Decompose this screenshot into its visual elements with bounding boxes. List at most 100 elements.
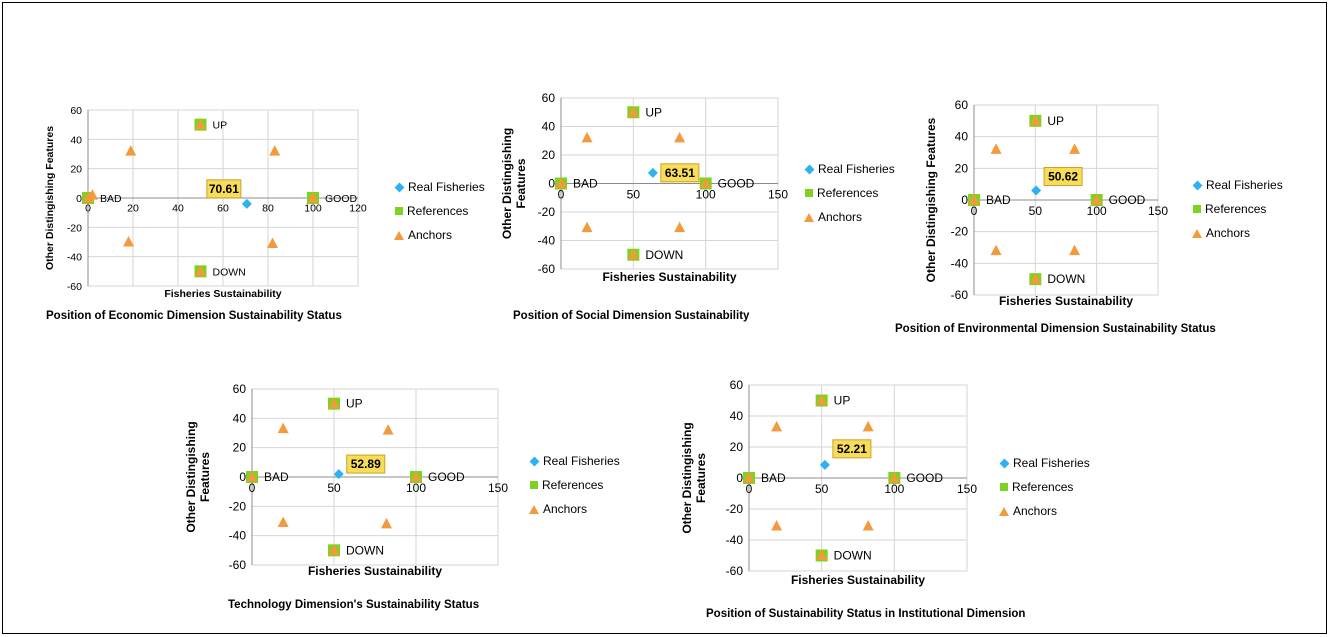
anchor-point xyxy=(87,189,98,200)
legend-label: Real Fisheries xyxy=(1013,456,1090,470)
reference-label: UP xyxy=(213,120,228,132)
y-tick-label: -60 xyxy=(229,558,247,572)
anchor-point xyxy=(816,549,828,560)
y-tick-label: 20 xyxy=(730,440,744,454)
x-tick-label: 80 xyxy=(262,203,274,215)
chart-caption: Position of Environmental Dimension Sust… xyxy=(895,323,1216,335)
legend-item-anchors: Anchors xyxy=(393,223,485,247)
legend-label: References xyxy=(1205,202,1267,216)
legend-item-real-fisheries: Real Fisheries xyxy=(803,157,895,181)
y-tick-label: -20 xyxy=(951,225,969,239)
y-tick-label: -60 xyxy=(726,564,744,578)
anchor-point xyxy=(674,131,686,143)
square-icon xyxy=(395,207,403,215)
y-tick-label: 20 xyxy=(233,441,247,455)
reference-label: BAD xyxy=(573,177,598,191)
chart-panel-technology: 60 40 20 0 -20 -40 -60 0 50 100 150 Fisheries Susta… xyxy=(173,363,643,635)
anchor-point xyxy=(674,221,686,233)
reference-label: GOOD xyxy=(325,193,358,205)
chart-legend: Real Fisheries References Anchors xyxy=(803,157,895,229)
x-tick-label: 0 xyxy=(249,481,256,495)
diamond-icon xyxy=(804,164,815,174)
x-tick-label: 50 xyxy=(815,482,829,496)
anchor-point xyxy=(277,422,289,434)
y-tick-label: 60 xyxy=(955,98,969,112)
reference-label: DOWN xyxy=(645,248,683,262)
triangle-icon xyxy=(999,506,1009,516)
y-tick-label: -40 xyxy=(951,256,969,270)
value-label-box xyxy=(346,454,386,474)
legend-label: Anchors xyxy=(543,502,588,516)
triangle-icon xyxy=(1192,228,1202,238)
anchor-point xyxy=(1069,244,1081,256)
anchor-point xyxy=(267,237,278,248)
reference-label: DOWN xyxy=(346,543,384,557)
chart-caption: Position of Sustainability Status in Ins… xyxy=(706,608,1026,620)
anchor-point xyxy=(328,397,340,409)
x-tick-label: 100 xyxy=(406,481,426,495)
legend-item-references: References xyxy=(528,473,620,497)
real-fisheries-point xyxy=(819,459,830,470)
legend-label: Anchors xyxy=(408,228,453,242)
legend-label: Anchors xyxy=(1206,226,1251,240)
chart-panel-environmental: 60 40 20 0 -20 -40 -60 0 50 100 150 Fisheries Susta… xyxy=(893,3,1328,348)
anchor-point xyxy=(888,472,900,483)
legend-item-real-fisheries: Real Fisheries xyxy=(998,451,1090,475)
anchor-point xyxy=(1091,194,1103,205)
anchor-point xyxy=(990,244,1002,256)
x-axis-title: Fisheries Sustainability xyxy=(999,294,1133,308)
y-tick-label: -20 xyxy=(726,502,744,516)
x-tick-label: 20 xyxy=(127,203,139,215)
diamond-icon xyxy=(529,456,540,466)
x-tick-label: 100 xyxy=(696,188,716,202)
y-tick-label: -20 xyxy=(229,499,247,513)
value-label: 52.89 xyxy=(351,457,381,471)
anchor-point xyxy=(771,520,783,531)
anchor-point xyxy=(1029,273,1041,284)
y-tick-label: -20 xyxy=(67,222,82,234)
reference-label: BAD xyxy=(264,470,289,484)
chart-legend: Real Fisheries References Anchors xyxy=(1191,173,1283,245)
diamond-icon xyxy=(394,182,405,192)
x-tick-label: 0 xyxy=(746,482,753,496)
y-tick-label: 0 xyxy=(736,471,743,485)
y-tick-label: 40 xyxy=(730,409,744,423)
y-axis-title-line: Other Distingishing xyxy=(680,422,694,533)
anchor-point xyxy=(1029,114,1041,126)
anchor-point xyxy=(862,520,874,531)
value-label: 70.61 xyxy=(209,182,239,196)
y-tick-label: -40 xyxy=(229,529,247,543)
x-axis-title: Fisheries Sustainability xyxy=(602,270,736,284)
legend-label: Real Fisheries xyxy=(1206,178,1283,192)
x-tick-label: 50 xyxy=(1029,204,1043,218)
y-axis-title-line: Features xyxy=(198,452,212,502)
y-tick-label: -40 xyxy=(726,533,744,547)
legend-item-real-fisheries: Real Fisheries xyxy=(1191,173,1283,197)
anchor-point xyxy=(277,516,289,527)
y-tick-label: 60 xyxy=(233,382,247,396)
x-axis-title: Fisheries Sustainability xyxy=(791,573,925,587)
y-axis-title-line: Features xyxy=(694,453,708,503)
legend-label: Real Fisheries xyxy=(543,454,620,468)
x-tick-label: 0 xyxy=(971,204,978,218)
chart-panel-social: 60 40 20 0 -20 -40 -60 0 50 100 150 Fisheries Susta… xyxy=(473,3,895,333)
square-icon xyxy=(1193,205,1201,213)
legend-label: Real Fisheries xyxy=(408,180,485,194)
real-fisheries-point xyxy=(647,167,658,178)
anchor-point xyxy=(307,192,319,203)
legend-label: Anchors xyxy=(1013,504,1058,518)
y-tick-label: -60 xyxy=(67,281,82,293)
reference-label: BAD xyxy=(100,193,122,205)
chart-caption: Position of Social Dimension Sustainabil… xyxy=(513,310,750,322)
y-tick-label: -60 xyxy=(538,262,556,276)
y-tick-label: 0 xyxy=(961,193,968,207)
legend-label: References xyxy=(542,478,604,492)
anchor-point xyxy=(968,194,980,205)
diamond-icon xyxy=(999,458,1010,468)
diamond-icon xyxy=(1192,180,1203,190)
anchor-point xyxy=(990,143,1002,154)
anchor-point xyxy=(269,145,281,156)
legend-label: References xyxy=(1012,480,1074,494)
